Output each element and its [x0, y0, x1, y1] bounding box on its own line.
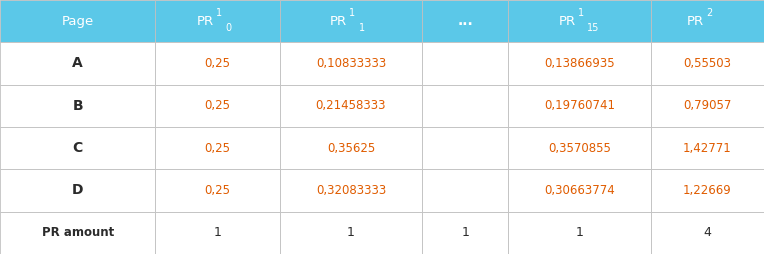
Bar [0, 0, 155, 42]
Text: 1: 1 [213, 226, 222, 239]
Text: 0,3570855: 0,3570855 [548, 142, 610, 155]
Text: PR: PR [558, 15, 575, 28]
Bar [508, 85, 651, 127]
Text: 0,19760741: 0,19760741 [544, 99, 615, 112]
Text: B: B [73, 99, 83, 113]
Bar [280, 212, 422, 254]
Bar [508, 42, 651, 85]
Text: 1: 1 [461, 226, 469, 239]
Text: 0,79057: 0,79057 [683, 99, 731, 112]
Bar [155, 127, 280, 169]
Bar [508, 127, 651, 169]
Text: 2: 2 [706, 8, 712, 18]
Bar [0, 42, 155, 85]
Bar [651, 212, 764, 254]
Text: ...: ... [457, 14, 473, 28]
Text: A: A [73, 56, 83, 71]
Bar [651, 127, 764, 169]
Text: 15: 15 [587, 23, 599, 33]
Text: 0: 0 [225, 23, 231, 33]
Bar [280, 169, 422, 212]
Text: 0,21458333: 0,21458333 [316, 99, 386, 112]
Bar [422, 0, 508, 42]
Bar [0, 212, 155, 254]
Text: 0,25: 0,25 [205, 142, 231, 155]
Text: 0,25: 0,25 [205, 99, 231, 112]
Text: 0,10833333: 0,10833333 [316, 57, 386, 70]
Text: 1,42771: 1,42771 [683, 142, 732, 155]
Text: 1: 1 [358, 23, 364, 33]
Bar [155, 0, 280, 42]
Text: 0,32083333: 0,32083333 [316, 184, 386, 197]
Bar [508, 169, 651, 212]
Text: 0,13866935: 0,13866935 [544, 57, 614, 70]
Bar [155, 169, 280, 212]
Text: D: D [72, 183, 83, 198]
Bar [280, 85, 422, 127]
Text: 1: 1 [216, 8, 222, 18]
Text: PR: PR [330, 15, 347, 28]
Bar [422, 85, 508, 127]
Bar [155, 212, 280, 254]
Text: 1: 1 [349, 8, 355, 18]
Text: Page: Page [62, 15, 94, 28]
Text: 1,22669: 1,22669 [683, 184, 732, 197]
Text: 0,25: 0,25 [205, 57, 231, 70]
Bar [422, 42, 508, 85]
Bar [651, 0, 764, 42]
Bar [651, 85, 764, 127]
Bar [508, 212, 651, 254]
Text: 1: 1 [575, 226, 583, 239]
Text: PR amount: PR amount [41, 226, 114, 239]
Bar [0, 127, 155, 169]
Text: 0,30663774: 0,30663774 [544, 184, 615, 197]
Text: 0,55503: 0,55503 [683, 57, 731, 70]
Text: PR: PR [686, 15, 704, 28]
Bar [651, 169, 764, 212]
Bar [651, 42, 764, 85]
Text: PR: PR [196, 15, 214, 28]
Text: 1: 1 [578, 8, 584, 18]
Bar [0, 169, 155, 212]
Bar [422, 212, 508, 254]
Text: 0,25: 0,25 [205, 184, 231, 197]
Bar [422, 169, 508, 212]
Bar [280, 42, 422, 85]
Bar [155, 85, 280, 127]
Bar [0, 85, 155, 127]
Bar [508, 0, 651, 42]
Bar [422, 127, 508, 169]
Text: 4: 4 [704, 226, 711, 239]
Text: 1: 1 [347, 226, 354, 239]
Bar [280, 0, 422, 42]
Text: C: C [73, 141, 83, 155]
Text: 0,35625: 0,35625 [327, 142, 375, 155]
Bar [155, 42, 280, 85]
Bar [280, 127, 422, 169]
